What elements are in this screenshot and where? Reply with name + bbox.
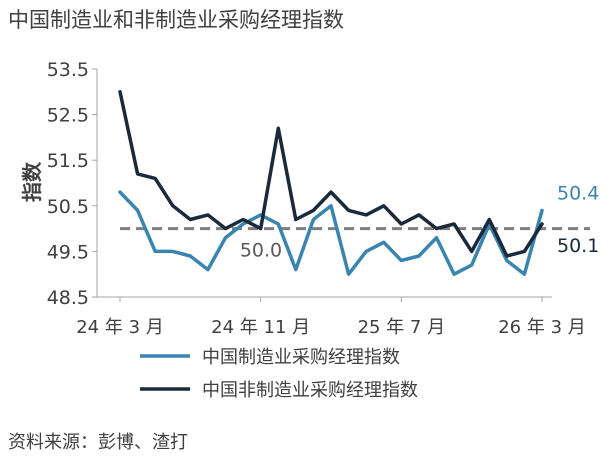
x-tick-label: 26 年 3 月 bbox=[498, 317, 586, 338]
y-tick-label: 52.5 bbox=[47, 105, 89, 127]
x-tick-label: 25 年 7 月 bbox=[358, 317, 446, 338]
end-label: 50.1 bbox=[557, 235, 599, 257]
y-tick-label: 49.5 bbox=[47, 241, 89, 263]
y-tick-label: 53.5 bbox=[47, 59, 89, 81]
x-tick-label: 24 年 3 月 bbox=[76, 317, 164, 338]
reference-line-label: 50.0 bbox=[240, 240, 282, 262]
series-line-manufacturing bbox=[118, 190, 544, 276]
y-tick-label: 48.5 bbox=[47, 287, 89, 309]
end-label: 50.4 bbox=[557, 182, 599, 204]
series-group bbox=[118, 90, 544, 276]
legend-label: 中国非制造业采购经理指数 bbox=[202, 380, 418, 401]
axes: 53.5 52.5 51.5 50.5 49.5 48.5 24 年 3 月 24 年 11 … bbox=[20, 59, 586, 338]
series-line-nonmanufacturing bbox=[118, 90, 544, 258]
legend-label: 中国制造业采购经理指数 bbox=[202, 347, 400, 368]
reference-line-group: 50.0 bbox=[120, 227, 590, 262]
y-tick-label: 50.5 bbox=[47, 196, 89, 218]
y-axis-label: 指数 bbox=[20, 161, 44, 202]
chart-title: 中国制造业和非制造业采购经理指数 bbox=[8, 8, 344, 32]
y-tick-label: 51.5 bbox=[47, 150, 89, 172]
x-tick-label: 24 年 11 月 bbox=[211, 317, 310, 338]
labels-group: 50.4 50.1 bbox=[557, 182, 599, 257]
source-note: 资料来源：彭博、渣打 bbox=[8, 432, 188, 453]
